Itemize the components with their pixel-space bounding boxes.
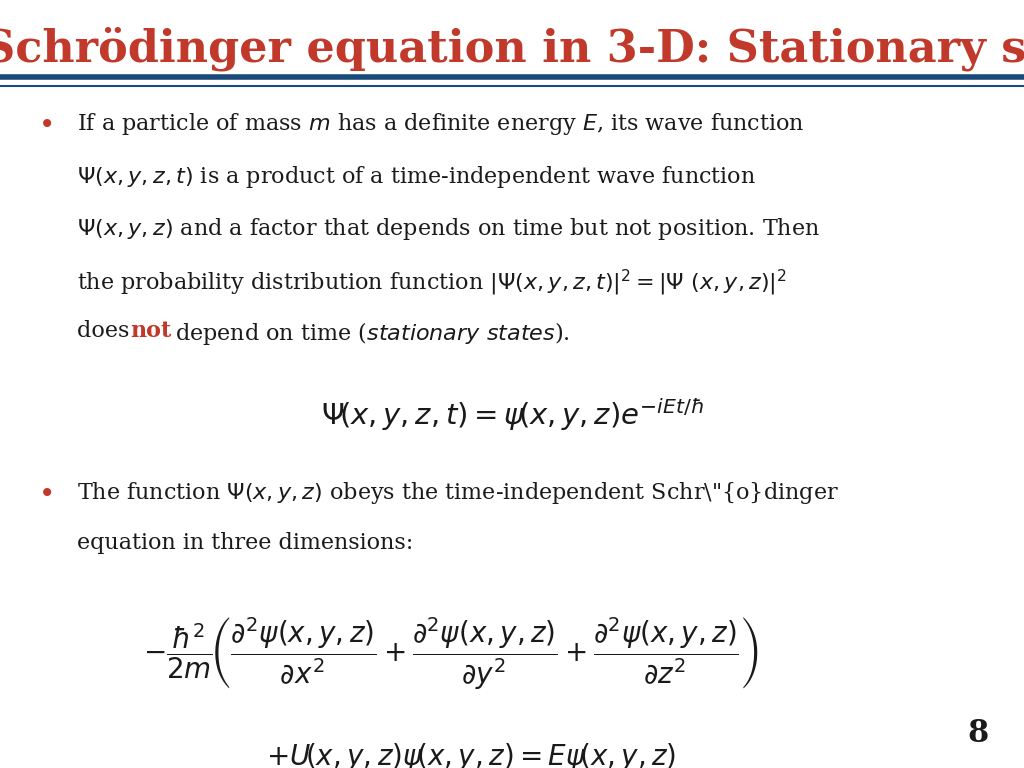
Text: not: not [130, 320, 171, 343]
Text: $\Psi\!\left(x,y,z,t\right)=\psi\!\left(x,y,z\right)e^{-iEt/\hbar}$: $\Psi\!\left(x,y,z,t\right)=\psi\!\left(… [321, 396, 703, 432]
Text: The Schrödinger equation in 3-D: Stationary states: The Schrödinger equation in 3-D: Station… [0, 27, 1024, 71]
Text: $+U\!\left(x,y,z\right)\psi\!\left(x,y,z\right)=E\psi\!\left(x,y,z\right)$: $+U\!\left(x,y,z\right)\psi\!\left(x,y,z… [266, 740, 676, 768]
Text: the probability distribution function $|\Psi(x, y, z, t)|^2 = |\Psi\ (x, y, z)|^: the probability distribution function $|… [77, 268, 786, 298]
Text: •: • [39, 111, 55, 139]
Text: If a particle of mass $m$ has a definite energy $E$, its wave function: If a particle of mass $m$ has a definite… [77, 111, 804, 137]
Text: 8: 8 [967, 718, 988, 749]
Text: $\Psi(x, y, z, t)$ is a product of a time-independent wave function: $\Psi(x, y, z, t)$ is a product of a tim… [77, 164, 756, 190]
Text: •: • [39, 479, 55, 508]
Text: equation in three dimensions:: equation in three dimensions: [77, 531, 413, 554]
Text: does: does [77, 320, 136, 343]
Text: $-\dfrac{\hbar^2}{2m}\!\left(\dfrac{\partial^2\psi(x,y,z)}{\partial x^2}+\dfrac{: $-\dfrac{\hbar^2}{2m}\!\left(\dfrac{\par… [142, 615, 759, 692]
Text: depend on time ($\mathit{stationary\ states}$).: depend on time ($\mathit{stationary\ sta… [168, 320, 569, 347]
Text: $\Psi(x, y, z)$ and a factor that depends on time but not position. Then: $\Psi(x, y, z)$ and a factor that depend… [77, 216, 820, 242]
Text: The function $\Psi(x, y, z)$ obeys the time-independent Schr\"{o}dinger: The function $\Psi(x, y, z)$ obeys the t… [77, 479, 839, 505]
